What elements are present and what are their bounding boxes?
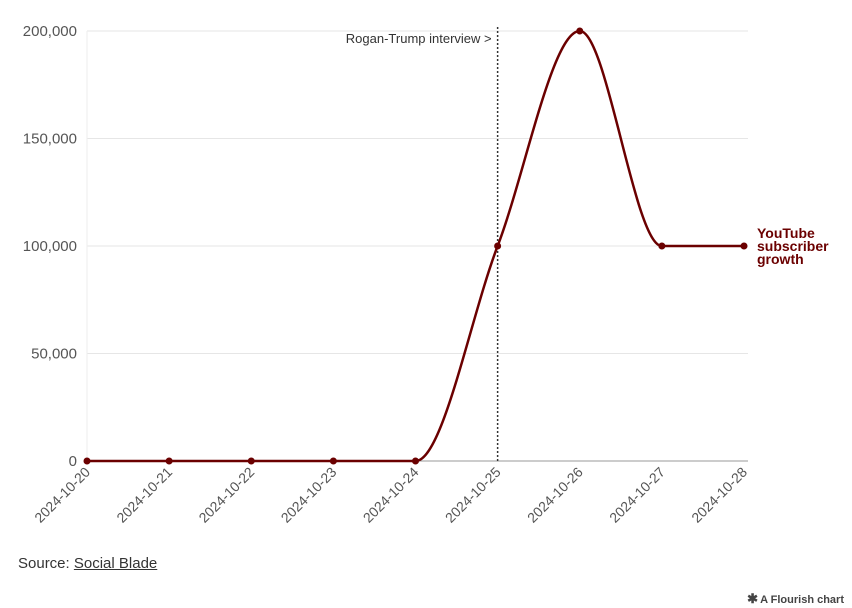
y-tick-label: 200,000 xyxy=(23,23,77,40)
x-tick-label: 2024-10-24 xyxy=(360,464,422,526)
flourish-credit-text: A Flourish chart xyxy=(760,594,844,606)
series-label: YouTube subscriber growth xyxy=(757,225,832,267)
x-tick-label: 2024-10-23 xyxy=(278,464,340,526)
x-tick-label: 2024-10-28 xyxy=(688,464,750,526)
x-tick-label: 2024-10-25 xyxy=(442,464,504,526)
data-point xyxy=(412,457,419,465)
flourish-credit[interactable]: ✱ A Flourish chart xyxy=(747,591,844,607)
data-points xyxy=(83,27,748,465)
data-point xyxy=(247,457,255,465)
series-label-line: growth xyxy=(757,251,804,267)
y-tick-label: 0 xyxy=(69,453,77,470)
data-point xyxy=(83,457,91,465)
y-tick-label: 50,000 xyxy=(31,346,77,363)
x-tick-label: 2024-10-22 xyxy=(195,464,257,526)
flourish-star-icon: ✱ xyxy=(747,591,759,606)
data-point xyxy=(329,457,337,465)
data-point xyxy=(740,242,748,250)
x-tick-label: 2024-10-20 xyxy=(31,464,93,526)
source-prefix: Source: xyxy=(18,555,74,572)
x-tick-label: 2024-10-21 xyxy=(113,464,175,526)
x-tick-label: 2024-10-27 xyxy=(606,464,668,526)
annotation-text: Rogan-Trump interview > xyxy=(346,31,492,46)
grid-lines xyxy=(86,30,748,462)
source-note: Source: Social Blade xyxy=(18,555,157,572)
data-point xyxy=(494,242,502,250)
x-axis-ticks: 2024-10-20 2024-10-21 2024-10-22 2024-10-23… xyxy=(31,464,750,526)
y-tick-label: 150,000 xyxy=(23,131,77,148)
annotation: Rogan-Trump interview > xyxy=(346,27,499,461)
series-label-line: subscriber xyxy=(757,238,829,254)
data-point xyxy=(165,457,173,465)
y-axis-ticks: 0 50,000 100,000 150,000 200,000 xyxy=(23,23,77,470)
series-label-line: YouTube xyxy=(757,225,815,241)
y-tick-label: 100,000 xyxy=(23,238,77,255)
x-tick-label: 2024-10-26 xyxy=(524,464,586,526)
source-link[interactable]: Social Blade xyxy=(73,555,158,572)
series-line xyxy=(87,29,744,463)
data-point xyxy=(576,27,584,35)
data-point xyxy=(658,242,666,250)
